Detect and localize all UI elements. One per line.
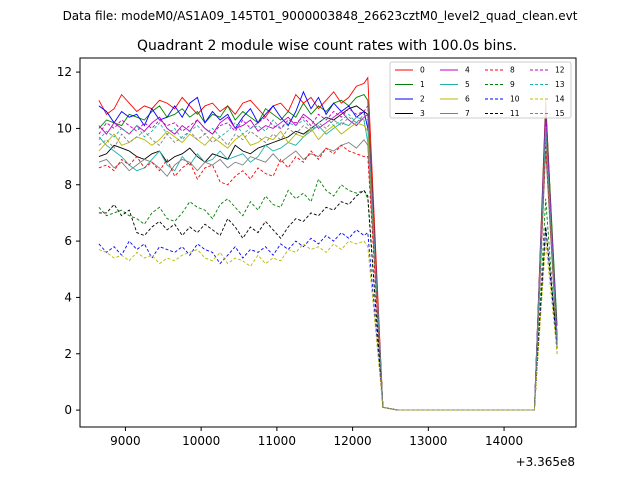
legend-label-8: 8 xyxy=(510,66,515,75)
x-tick-label: 10000 xyxy=(182,434,220,448)
y-tick-label: 4 xyxy=(64,290,72,304)
x-tick-label: 13000 xyxy=(409,434,447,448)
y-tick-label: 2 xyxy=(64,347,72,361)
series-line-0 xyxy=(98,76,558,411)
legend-label-15: 15 xyxy=(555,109,565,118)
series-line-9 xyxy=(98,178,558,411)
plot-frame xyxy=(79,57,577,428)
legend-label-0: 0 xyxy=(420,66,425,75)
data-file-caption: Data file: modeM0/AS1A09_145T01_90000038… xyxy=(63,9,578,23)
series-line-4 xyxy=(98,110,558,411)
x-offset-label: +3.365e8 xyxy=(516,455,575,469)
legend-label-10: 10 xyxy=(510,95,520,104)
legend-label-6: 6 xyxy=(465,95,470,104)
legend-label-1: 1 xyxy=(420,80,425,89)
legend-label-4: 4 xyxy=(465,66,470,75)
x-tick-label: 14000 xyxy=(485,434,523,448)
y-tick-label: 8 xyxy=(64,178,72,192)
series-line-7 xyxy=(98,138,558,411)
legend-label-11: 11 xyxy=(510,109,520,118)
series-line-10 xyxy=(98,226,558,411)
chart-title: Quadrant 2 module wise count rates with … xyxy=(137,38,517,54)
x-tick-label: 12000 xyxy=(334,434,372,448)
y-tick-label: 0 xyxy=(64,403,72,417)
x-tick-label: 11000 xyxy=(258,434,296,448)
series-line-15 xyxy=(98,113,558,411)
legend-box xyxy=(389,61,572,119)
x-tick-label: 9000 xyxy=(110,434,141,448)
series-line-2 xyxy=(98,90,558,411)
y-tick-label: 6 xyxy=(64,234,72,248)
legend-label-5: 5 xyxy=(465,80,470,89)
legend-label-3: 3 xyxy=(420,109,425,118)
series-line-13 xyxy=(98,113,558,411)
series-lines xyxy=(98,76,558,411)
legend-label-9: 9 xyxy=(510,80,515,89)
legend-label-2: 2 xyxy=(420,95,425,104)
legend-label-14: 14 xyxy=(555,95,565,104)
series-line-1 xyxy=(98,94,558,411)
y-tick-label: 10 xyxy=(57,121,72,135)
legend-label-12: 12 xyxy=(555,66,565,75)
series-line-14 xyxy=(98,240,558,411)
legend-label-7: 7 xyxy=(465,109,470,118)
y-tick-label: 12 xyxy=(57,65,72,79)
series-line-11 xyxy=(98,189,558,411)
series-line-8 xyxy=(98,142,558,411)
legend-label-13: 13 xyxy=(555,80,565,89)
